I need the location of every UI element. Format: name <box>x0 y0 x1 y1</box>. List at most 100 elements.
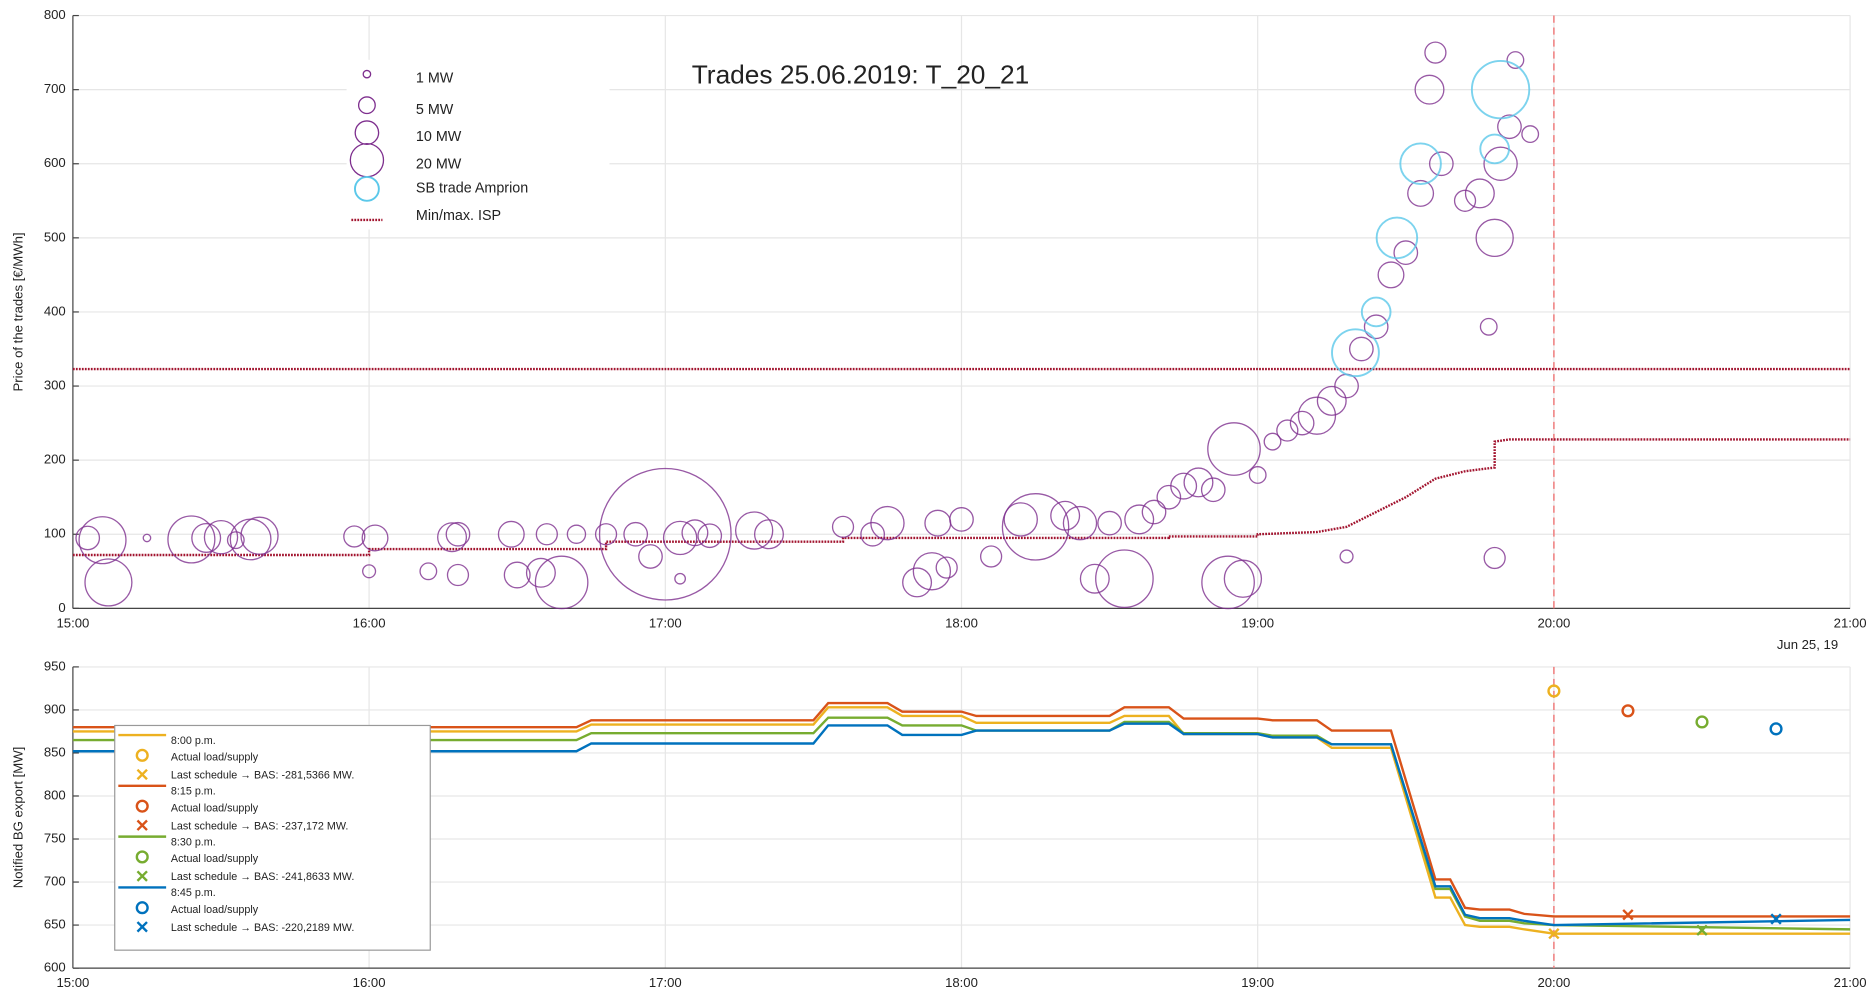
trade-bubble <box>240 516 279 555</box>
y-tick-label: 800 <box>44 787 66 802</box>
x-tick-label: 18:00 <box>945 975 978 990</box>
trade-bubble <box>1079 563 1110 594</box>
x-tick-label: 17:00 <box>649 615 682 630</box>
y-tick-label: 900 <box>44 701 66 716</box>
trade-bubble <box>1201 555 1255 610</box>
x-tick-label: 15:00 <box>56 975 89 990</box>
trade-bubble <box>1521 125 1540 144</box>
y-tick-label: 400 <box>44 303 66 318</box>
trade-bubble <box>419 562 438 581</box>
trade-bubble <box>226 531 245 550</box>
trade-bubble <box>831 515 855 538</box>
trade-bubble <box>1124 504 1155 535</box>
trade-bubble <box>979 545 1003 568</box>
trade-bubble <box>203 519 239 555</box>
trade-bubble <box>1479 317 1498 336</box>
actual-marker <box>1695 715 1709 729</box>
trade-bubble <box>1001 493 1070 561</box>
trade-bubble <box>1289 410 1315 436</box>
trade-bubble <box>1464 178 1495 209</box>
trade-bubble <box>1363 314 1389 340</box>
legend-label: Actual load/supply <box>171 853 259 865</box>
legend-marker <box>135 799 149 813</box>
trade-bubble <box>167 515 216 564</box>
legend-label: Actual load/supply <box>171 904 259 916</box>
y-tick-label: 850 <box>44 744 66 759</box>
trade-bubble <box>535 523 558 546</box>
trade-bubble <box>437 522 468 553</box>
legend-bubble <box>354 120 380 146</box>
x-tick-label: 19:00 <box>1241 975 1274 990</box>
trade-bubble <box>1003 502 1038 537</box>
trade-bubble <box>935 556 958 579</box>
legend-bubble <box>357 96 376 115</box>
trade-bubble <box>1200 477 1226 503</box>
x-tick-label: 19:00 <box>1241 615 1274 630</box>
legend-label: 8:00 p.m. <box>171 735 216 747</box>
trade-bubble <box>674 572 687 585</box>
actual-marker <box>1769 722 1783 736</box>
trade-bubble <box>1062 505 1098 541</box>
y-axis-label: Notified BG export [MW] <box>11 747 26 889</box>
trade-bubble <box>361 524 389 552</box>
trade-bubble <box>75 525 101 551</box>
legend-label: Last schedule → BAS: -281,5366 MW. <box>171 770 354 782</box>
trade-bubble <box>1475 218 1514 258</box>
legend-label: Last schedule → BAS: -241,8633 MW. <box>171 871 354 883</box>
trade-bubble <box>1141 499 1167 525</box>
trade-bubble <box>1483 546 1506 570</box>
trade-bubble <box>662 520 698 556</box>
legend-marker <box>136 921 148 933</box>
trade-bubble <box>1263 432 1282 451</box>
trade-bubble <box>566 524 587 544</box>
trade-bubble <box>870 505 905 541</box>
trade-bubble <box>598 467 732 601</box>
trade-bubble <box>362 564 377 579</box>
legend-label: 5 MW <box>416 102 454 118</box>
trade-bubble <box>1453 189 1477 212</box>
legend-marker <box>135 748 149 762</box>
legend-label: Min/max. ISP <box>416 208 501 224</box>
actual-marker <box>1547 684 1561 698</box>
trade-bubble <box>1339 549 1354 564</box>
trade-bubble <box>734 511 774 550</box>
y-tick-label: 600 <box>44 960 66 975</box>
trade-bubble <box>534 555 589 610</box>
trade-bubble <box>343 525 366 548</box>
trade-bubble <box>1331 328 1380 378</box>
trade-bubble <box>1407 179 1435 207</box>
trade-bubble <box>1479 133 1510 165</box>
legend-marker <box>135 850 149 864</box>
legend-label: 10 MW <box>416 129 462 145</box>
x-tick-label: 15:00 <box>56 615 89 630</box>
trade-bubble <box>902 567 933 598</box>
trade-bubble <box>1377 261 1405 289</box>
legend-marker <box>136 768 148 781</box>
legend-label: 8:15 p.m. <box>171 786 216 798</box>
trade-bubble <box>594 523 618 546</box>
trade-bubble <box>681 519 709 547</box>
trade-bubble <box>497 520 525 548</box>
trade-bubble <box>1183 467 1214 498</box>
legend-label: 1 MW <box>416 71 454 87</box>
trade-bubble <box>1248 466 1267 484</box>
trade-bubble <box>638 544 663 569</box>
y-tick-label: 700 <box>44 874 66 889</box>
series-line <box>72 701 1851 918</box>
x-tick-label: 21:00 <box>1834 615 1867 630</box>
trade-bubble <box>1348 336 1374 362</box>
series-line <box>72 722 1851 927</box>
y-tick-label: 200 <box>44 452 66 467</box>
x-tick-label: 17:00 <box>649 975 682 990</box>
trade-bubble <box>753 519 784 550</box>
y-tick-label: 100 <box>44 526 66 541</box>
schedule-marker <box>1696 924 1708 936</box>
legend-marker <box>136 870 148 882</box>
y-tick-label: 0 <box>58 600 65 615</box>
legend-label: SB trade Amprion <box>416 181 528 197</box>
schedule-marker <box>1770 913 1782 925</box>
y-tick-label: 600 <box>44 155 66 170</box>
trade-bubble <box>1470 59 1531 120</box>
trade-bubble <box>1207 422 1261 476</box>
x-tick-label: 21:00 <box>1834 975 1867 990</box>
